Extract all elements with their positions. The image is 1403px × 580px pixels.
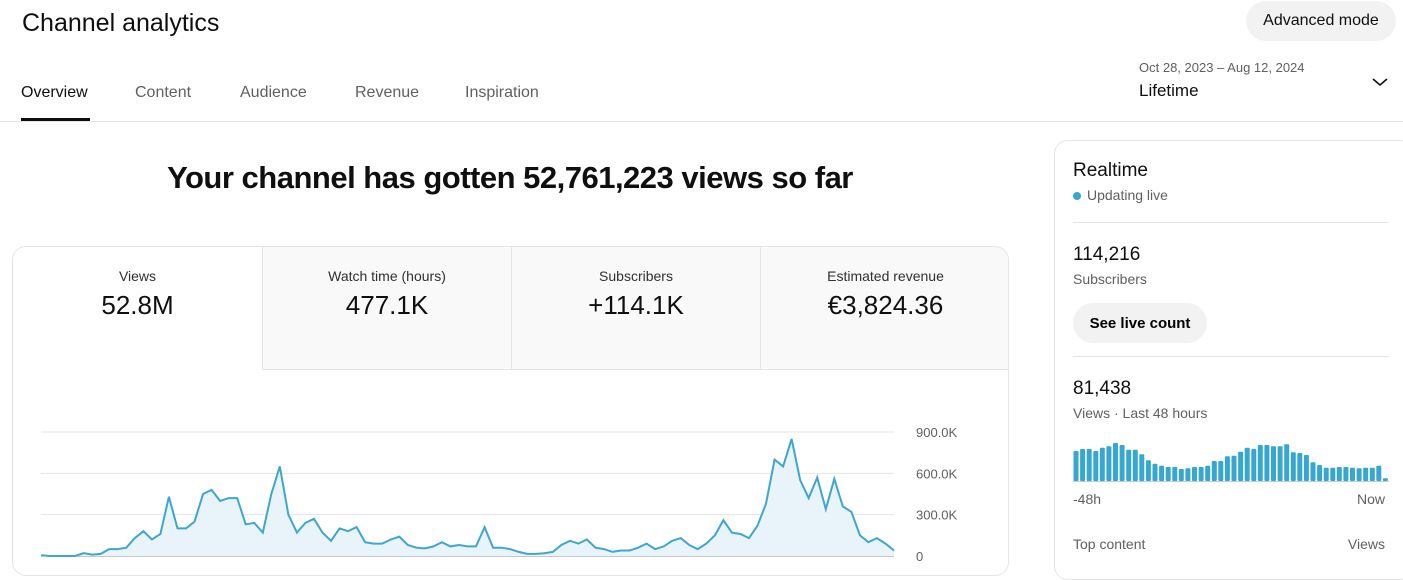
views-line [40,438,895,557]
hourly-bar[interactable] [1159,465,1165,481]
hourly-bar[interactable] [1205,465,1211,481]
top-content-label: Top content [1073,536,1146,552]
hourly-bar[interactable] [1198,467,1204,481]
hourly-bar[interactable] [1119,445,1125,481]
hourly-bar[interactable] [1257,445,1263,481]
hourly-bar[interactable] [1218,461,1224,481]
tab-overview[interactable]: Overview [21,84,88,101]
hourly-bar[interactable] [1185,468,1191,481]
hourly-bar[interactable] [1152,463,1158,481]
hourly-bar[interactable] [1106,446,1112,481]
live-status: Updating live [1073,187,1168,203]
headline: Your channel has gotten 52,761,223 views… [167,160,853,195]
chevron-down-icon[interactable] [1370,72,1390,92]
divider [1073,222,1389,223]
hourly-bar[interactable] [1172,467,1178,481]
y-tick-label: 600.0K [916,466,958,481]
hourly-bar[interactable] [1178,469,1184,481]
hourly-bar[interactable] [1132,449,1138,481]
views-chart: 0 300.0K 600.0K 900.0K [40,425,958,564]
views-count: 81,438 [1073,378,1132,399]
divider [1073,356,1389,357]
hourly-bar[interactable] [1093,451,1099,481]
hourly-bar[interactable] [1080,449,1086,481]
metric-value: +114.1K [588,290,684,320]
hourly-bar[interactable] [1073,451,1079,481]
hourly-bar[interactable] [1086,449,1092,481]
hourly-bar[interactable] [1369,467,1375,481]
hourly-bar[interactable] [1165,467,1171,481]
subscriber-count: 114,216 [1073,244,1141,265]
hourly-bar[interactable] [1356,468,1362,481]
tab-revenue[interactable]: Revenue [355,84,420,101]
metric-value: 52.8M [101,290,174,320]
views-label: Views · Last 48 hours [1073,405,1208,421]
hourly-bar[interactable] [1251,449,1257,481]
hourly-bar[interactable] [1113,443,1118,481]
live-status-text: Updating live [1087,187,1168,203]
tab-audience[interactable]: Audience [240,84,307,101]
hourly-bar[interactable] [1284,444,1290,481]
hourly-bar[interactable] [1126,449,1132,481]
hourly-bar[interactable] [1192,467,1197,481]
top-content-views-col: Views [1347,536,1385,552]
hourly-bar[interactable] [1139,454,1145,481]
hourly-bar[interactable] [1264,445,1270,481]
hourly-bar[interactable] [1290,452,1296,481]
metric-revenue[interactable]: Estimated revenue €3,824.36 [760,247,1008,370]
y-tick-label: 300.0K [916,508,958,523]
tab-content[interactable]: Content [135,84,192,101]
divider [0,121,1403,122]
metric-label: Estimated revenue [827,268,944,284]
hourly-views-chart [1073,443,1389,482]
views-area [41,438,894,556]
advanced-mode-button[interactable]: Advanced mode [1246,1,1396,41]
date-range[interactable]: Oct 28, 2023 – Aug 12, 2024 [1139,60,1305,75]
hourly-bar[interactable] [1382,478,1388,481]
subscribers-label: Subscribers [1073,271,1147,287]
y-tick-label: 0 [916,549,923,564]
hourly-bar[interactable] [1211,461,1217,481]
hourly-bar[interactable] [1323,467,1329,481]
hourly-bar[interactable] [1343,467,1349,481]
hourly-bar[interactable] [1244,447,1250,481]
metric-label: Views [118,268,157,284]
page-title: Channel analytics [22,9,220,37]
hourly-bar[interactable] [1231,455,1237,481]
metric-views[interactable]: Views 52.8M [13,247,262,370]
live-dot-icon [1073,192,1081,200]
metrics-card: Views 52.8M Watch time (hours) 477.1K Subs… [12,246,1009,576]
axis-end: Now [1356,491,1385,507]
hourly-bar[interactable] [1303,455,1309,481]
y-tick-label: 900.0K [916,425,958,440]
period-selector[interactable]: Lifetime [1139,81,1199,100]
hourly-bar[interactable] [1310,462,1316,481]
metric-subscribers[interactable]: Subscribers +114.1K [511,247,760,370]
metric-label: Subscribers [599,268,673,284]
see-live-count-button[interactable]: See live count [1073,303,1207,343]
hourly-bar[interactable] [1224,456,1230,481]
hourly-bar[interactable] [1363,467,1369,481]
active-tab-indicator [21,118,90,121]
tab-inspiration[interactable]: Inspiration [465,84,539,101]
hourly-bar[interactable] [1277,446,1283,481]
hourly-bar[interactable] [1145,460,1151,481]
hourly-bar[interactable] [1099,447,1105,481]
hourly-bar[interactable] [1376,465,1382,481]
realtime-card: Realtime Updating live 114,216 Subscribe… [1054,140,1403,580]
realtime-title: Realtime [1073,160,1148,181]
hourly-bar[interactable] [1297,453,1303,481]
metric-label: Watch time (hours) [328,268,446,284]
hourly-bar[interactable] [1317,465,1323,481]
hourly-bar[interactable] [1238,451,1244,481]
hourly-bar[interactable] [1336,467,1342,481]
hourly-bar[interactable] [1271,446,1276,481]
hourly-bar[interactable] [1330,467,1336,481]
hourly-bar[interactable] [1350,467,1355,481]
metric-value: 477.1K [345,290,429,320]
metric-value: €3,824.36 [827,290,944,320]
axis-start: -48h [1073,491,1102,507]
metric-watch-time[interactable]: Watch time (hours) 477.1K [262,247,511,370]
